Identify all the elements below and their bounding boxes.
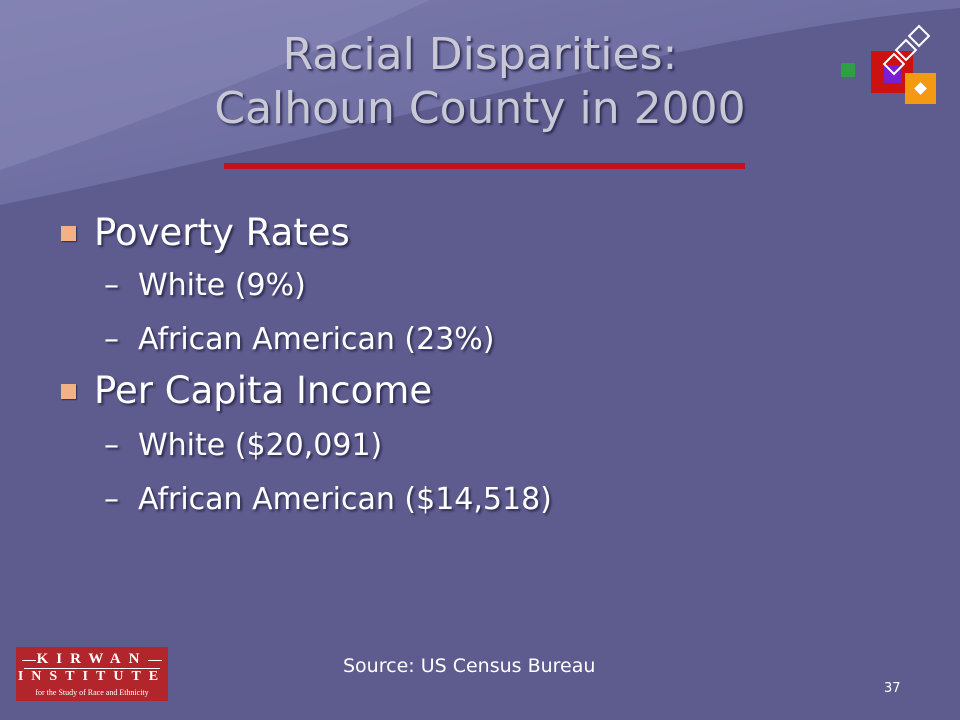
bullet-label: Per Capita Income xyxy=(94,369,433,412)
subitem-income-african-american: – African American ($14,518) xyxy=(58,480,818,520)
subitem-label: White (9%) xyxy=(138,268,306,303)
slide-title: Racial Disparities: Calhoun County in 20… xyxy=(130,28,830,136)
title-line-2: Calhoun County in 2000 xyxy=(214,83,746,134)
logo-word-kirwan: KIRWAN xyxy=(36,651,148,667)
subitem-income-white: – White ($20,091) xyxy=(58,426,818,466)
diamond-squares-icon xyxy=(841,24,936,104)
square-bullet-icon xyxy=(61,226,76,241)
square-bullet-icon xyxy=(61,384,76,399)
logo-word-institute: INSTITUTE xyxy=(17,669,167,684)
title-underline xyxy=(224,163,745,169)
subitem-poverty-white: – White (9%) xyxy=(58,266,818,306)
subitem-label: White ($20,091) xyxy=(138,428,383,463)
source-note: Source: US Census Bureau xyxy=(343,655,596,677)
dash-bullet: – xyxy=(104,322,119,357)
dash-bullet: – xyxy=(104,428,119,463)
logo-divider xyxy=(24,668,160,669)
title-line-1: Racial Disparities: xyxy=(282,29,678,80)
dash-bullet: – xyxy=(104,482,119,517)
subitem-label: African American ($14,518) xyxy=(138,482,552,517)
kirwan-institute-logo: KIRWAN INSTITUTE for the Study of Race a… xyxy=(16,647,168,701)
dash-bullet: – xyxy=(104,268,119,303)
subitem-poverty-african-american: – African American (23%) xyxy=(58,320,818,360)
bullet-list: Poverty Rates – White (9%) – African Ame… xyxy=(58,208,818,520)
bullet-label: Poverty Rates xyxy=(94,211,350,254)
bullet-per-capita-income: Per Capita Income xyxy=(58,366,818,416)
logo-rule xyxy=(148,660,162,661)
page-number: 37 xyxy=(884,681,901,696)
bullet-poverty-rates: Poverty Rates xyxy=(58,208,818,258)
logo-rule xyxy=(22,660,36,661)
logo-tagline: for the Study of Race and Ethnicity xyxy=(35,688,149,697)
subitem-label: African American (23%) xyxy=(138,322,495,357)
